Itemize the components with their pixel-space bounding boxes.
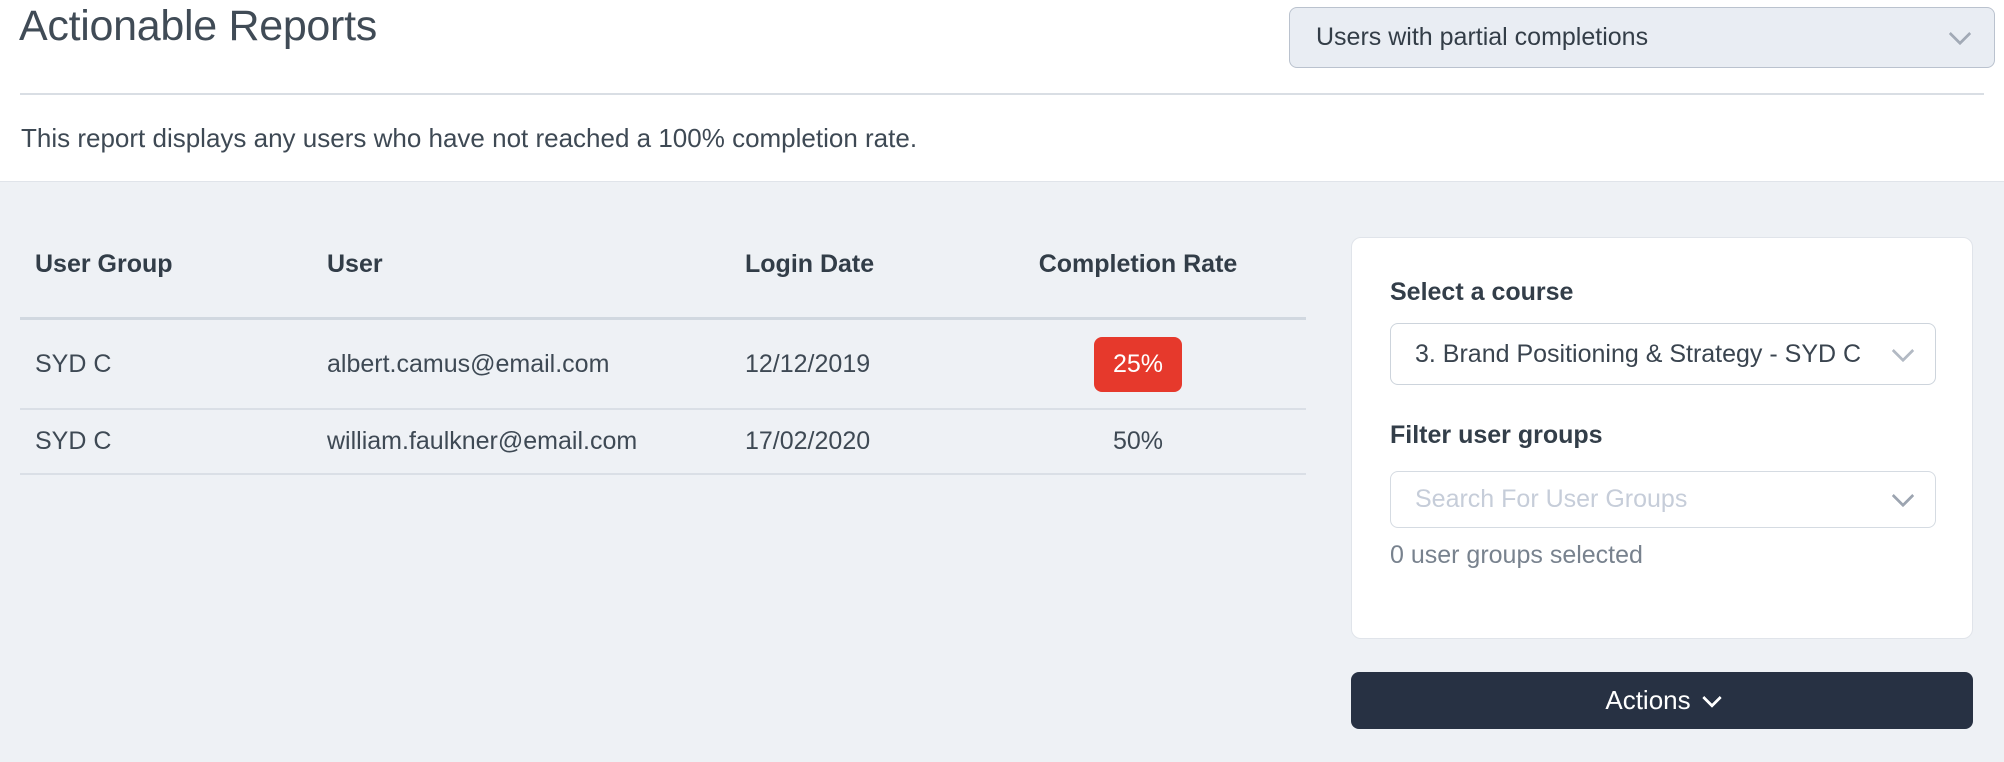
- table-row: SYD C albert.camus@email.com 12/12/2019 25%: [20, 320, 1306, 408]
- column-header-user-group: User Group: [35, 250, 173, 278]
- cell-completion-rate: 25%: [1035, 336, 1241, 392]
- cell-login-date: 17/02/2020: [745, 427, 871, 455]
- user-groups-search[interactable]: [1390, 471, 1936, 528]
- filter-user-groups-label: Filter user groups: [1390, 421, 1603, 449]
- table-row: SYD C william.faulkner@email.com 17/02/202…: [20, 410, 1306, 473]
- chevron-down-icon: [1891, 339, 1915, 362]
- cell-user: albert.camus@email.com: [327, 349, 610, 378]
- user-groups-selected-count: 0 user groups selected: [1390, 541, 1643, 569]
- cell-user: william.faulkner@email.com: [327, 427, 638, 455]
- report-type-select[interactable]: Users with partial completions: [1289, 7, 1995, 68]
- course-select[interactable]: 3. Brand Positioning & Strategy - SYD C: [1390, 323, 1936, 385]
- column-header-user: User: [327, 250, 383, 278]
- user-groups-search-input[interactable]: [1415, 485, 1895, 514]
- actions-button-label: Actions: [1605, 685, 1691, 715]
- chevron-down-icon: [1701, 688, 1722, 708]
- row-divider: [20, 408, 1306, 410]
- chevron-down-icon: [1948, 22, 1972, 46]
- column-header-login-date: Login Date: [745, 250, 875, 278]
- cell-user-group: SYD C: [35, 427, 112, 455]
- table-header-divider: [20, 317, 1306, 320]
- cell-completion-rate: 50%: [1112, 427, 1164, 455]
- chevron-down-icon: [1891, 484, 1915, 508]
- report-description: This report displays any users who have …: [21, 123, 918, 153]
- select-course-label: Select a course: [1390, 278, 1574, 306]
- report-type-select-value: Users with partial completions: [1316, 23, 1649, 51]
- cell-user-group: SYD C: [35, 349, 112, 378]
- column-header-completion-rate: Completion Rate: [1038, 250, 1238, 278]
- filters-card: Select a course 3. Brand Positioning & S…: [1351, 237, 1973, 639]
- page-title: Actionable Reports: [19, 2, 377, 50]
- header-divider: [20, 93, 1984, 95]
- actions-button[interactable]: Actions: [1351, 672, 1973, 729]
- completion-badge: 25%: [1094, 336, 1182, 392]
- cell-login-date: 12/12/2019: [745, 349, 871, 378]
- table-rows: SYD C albert.camus@email.com 12/12/2019 25%…: [20, 320, 1306, 475]
- table-header-row: User Group User Login Date Completion Ra…: [20, 250, 1306, 279]
- row-divider: [20, 473, 1306, 475]
- course-select-value: 3. Brand Positioning & Strategy - SYD C: [1415, 339, 1862, 368]
